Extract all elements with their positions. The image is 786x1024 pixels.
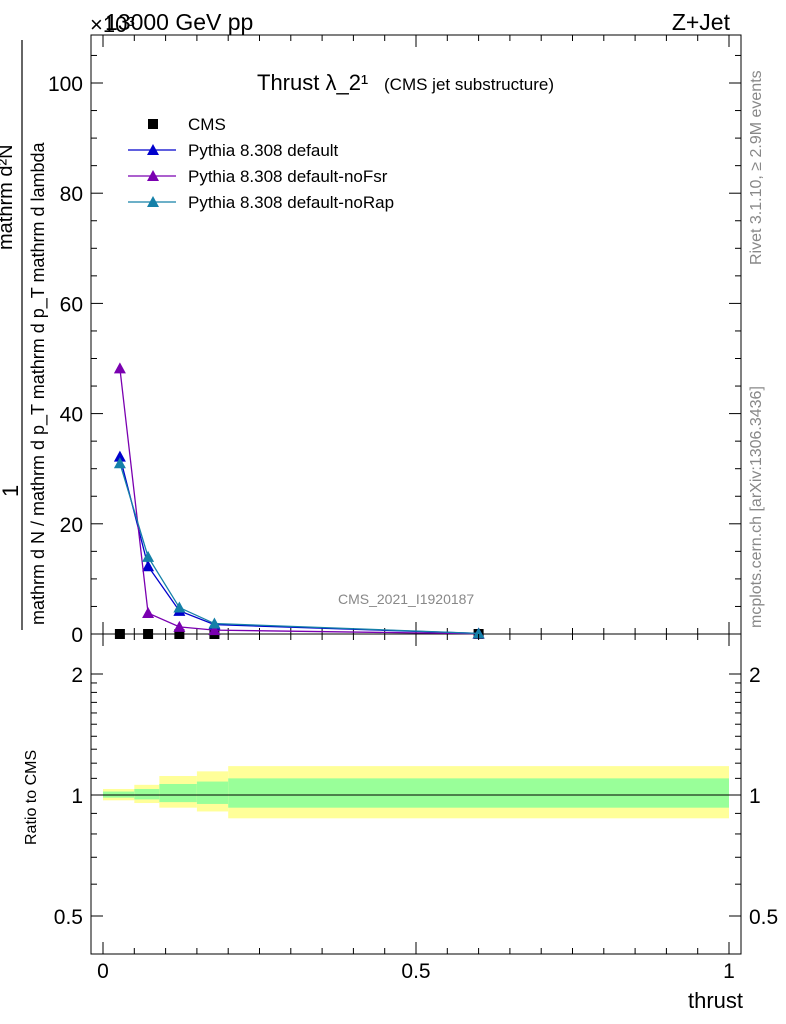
legend-marker — [147, 196, 159, 207]
cms-data-point — [143, 629, 154, 639]
ratio-y-tick-label-right: 1 — [749, 785, 761, 808]
header-right: Z+Jet — [672, 9, 731, 35]
y-label-numerator: 1 — [0, 485, 23, 497]
y-label-denominator: mathrm d N / mathrm d p_T mathrm d p_T m… — [28, 142, 49, 625]
ratio-y-tick-label: 0.5 — [54, 906, 83, 929]
series-marker — [113, 362, 126, 374]
series-marker — [208, 617, 221, 629]
ratio-inner-band — [228, 778, 729, 808]
x-tick-label: 0.5 — [401, 960, 430, 983]
cms-data-point — [114, 629, 125, 639]
y-tick-label: 20 — [60, 514, 83, 537]
y-exponent: ×10³ — [90, 12, 135, 37]
legend-marker — [147, 170, 159, 181]
ratio-y-tick-label: 1 — [71, 785, 83, 808]
legend-marker — [148, 119, 158, 129]
plot-title: Thrust λ_2¹ — [257, 70, 368, 95]
mcplots-label: mcplots.cern.ch [arXiv:1306.3436] — [748, 386, 765, 628]
ratio-y-tick-label-right: 0.5 — [749, 906, 778, 929]
series-marker — [173, 620, 186, 632]
ratio-ticks: 0.5 0.5 1 1 2 2 0 0.5 1 — [54, 634, 778, 983]
y-label-rotated-top: mathrm d²N — [0, 144, 17, 250]
x-axis-label: thrust — [688, 988, 743, 1013]
x-tick-label: 1 — [723, 960, 735, 983]
ratio-bands — [103, 766, 729, 819]
main-series — [113, 362, 485, 639]
legend-marker — [147, 144, 159, 155]
series-marker — [113, 450, 126, 462]
ratio-y-tick-label: 2 — [71, 664, 83, 687]
y-tick-label: 100 — [48, 73, 83, 96]
y-tick-label: 0 — [71, 624, 83, 647]
ratio-inner-band — [196, 781, 229, 804]
watermark: CMS_2021_I1920187 — [338, 591, 474, 607]
y-tick-label: 40 — [60, 404, 83, 427]
ratio-inner-band — [159, 784, 197, 803]
legend-label: Pythia 8.308 default-noRap — [188, 193, 394, 212]
series-marker — [173, 601, 186, 613]
legend-label: Pythia 8.308 default — [188, 141, 339, 160]
y-tick-label: 60 — [60, 293, 83, 316]
ratio-y-tick-label-right: 2 — [749, 664, 761, 687]
series-marker — [113, 457, 126, 469]
y-tick-label: 80 — [60, 183, 83, 206]
series-marker — [142, 607, 155, 619]
series-marker — [142, 550, 155, 562]
main-y-ticks: 0 20 40 60 80 100 — [48, 35, 741, 647]
ratio-y-label: Ratio to CMS — [23, 750, 40, 845]
cms-data-point — [174, 629, 185, 639]
series-marker — [472, 627, 485, 639]
plot-subtitle: (CMS jet substructure) — [384, 75, 554, 94]
legend-label: CMS — [188, 115, 226, 134]
series-marker — [142, 560, 155, 572]
series-line — [119, 463, 479, 635]
legend: CMS Pythia 8.308 default Pythia 8.308 defa… — [128, 115, 394, 212]
rivet-label: Rivet 3.1.10, ≥ 2.9M events — [748, 70, 765, 265]
legend-label: Pythia 8.308 default-noFsr — [188, 167, 388, 186]
header-left: 13000 GeV pp — [105, 9, 253, 35]
x-tick-label: 0 — [97, 960, 109, 983]
ratio-inner-band — [134, 788, 160, 800]
series-marker — [208, 624, 221, 636]
